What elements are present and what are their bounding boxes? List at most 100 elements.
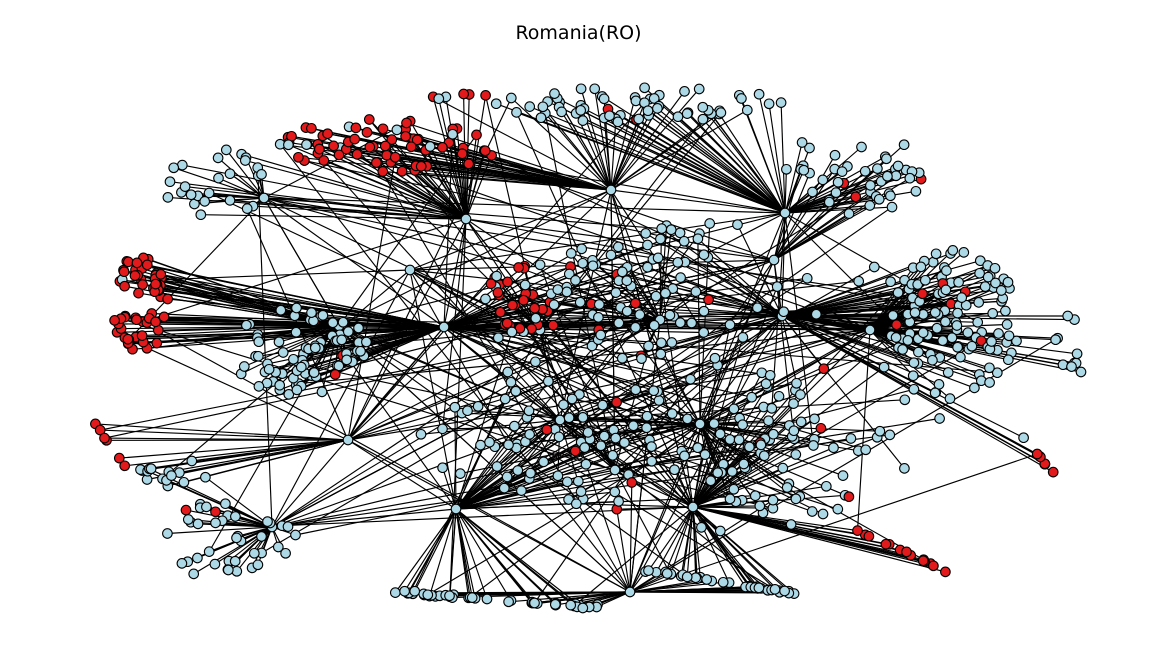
- graph-node: [643, 565, 654, 576]
- graph-node: [781, 482, 793, 493]
- graph-edge: [465, 155, 493, 220]
- graph-node: [597, 399, 609, 411]
- graph-node: [942, 367, 954, 378]
- graph-node: [892, 287, 904, 298]
- graph-edge: [610, 112, 722, 191]
- graph-edge: [455, 508, 535, 604]
- graph-node: [466, 592, 478, 603]
- graph-node-highlighted: [119, 280, 130, 292]
- graph-edge: [443, 128, 454, 328]
- graph-edge: [465, 95, 487, 220]
- graph-node: [817, 174, 829, 186]
- graph-node-highlighted: [479, 145, 491, 157]
- graph-node: [790, 449, 802, 460]
- graph-node-highlighted: [411, 134, 423, 146]
- graph-node: [291, 384, 303, 396]
- graph-node: [598, 430, 610, 442]
- graph-node-highlighted: [396, 165, 408, 177]
- graph-node: [728, 403, 740, 415]
- graph-node-highlighted: [119, 460, 131, 472]
- graph-edge: [255, 325, 340, 357]
- graph-node-highlighted: [94, 424, 106, 436]
- graph-node: [956, 292, 968, 303]
- graph-node: [1071, 348, 1083, 360]
- graph-edge: [692, 505, 760, 508]
- graph-edge: [780, 102, 786, 214]
- graph-edge: [200, 214, 467, 220]
- graph-node: [481, 593, 493, 605]
- graph-node: [577, 115, 589, 126]
- graph-node: [643, 340, 654, 352]
- graph-node: [940, 316, 951, 328]
- graph-edge: [167, 298, 445, 328]
- graph-edge: [629, 586, 758, 593]
- graph-node: [785, 519, 797, 530]
- graph-node: [951, 320, 963, 331]
- graph-node: [984, 362, 995, 374]
- graph-node-highlighted: [630, 297, 641, 309]
- graph-node: [593, 299, 605, 310]
- graph-node-highlighted: [917, 555, 929, 567]
- graph-edge: [781, 315, 798, 384]
- graph-node: [804, 142, 815, 154]
- graph-node: [788, 425, 800, 437]
- graph-edge: [657, 107, 786, 214]
- graph-edge: [677, 116, 786, 214]
- graph-node: [898, 139, 910, 151]
- graph-edge: [119, 439, 349, 459]
- graph-node: [220, 498, 231, 510]
- graph-edge: [736, 224, 783, 317]
- graph-node: [399, 585, 410, 597]
- graph-node: [220, 144, 232, 156]
- graph-node: [666, 408, 678, 419]
- graph-node: [753, 88, 765, 100]
- graph-node: [836, 166, 848, 177]
- graph-node: [778, 306, 790, 318]
- graph-node: [687, 501, 699, 513]
- graph-node-highlighted: [379, 140, 391, 152]
- graph-node: [621, 305, 633, 317]
- graph-node-highlighted: [133, 287, 144, 299]
- graph-node-highlighted: [400, 131, 411, 142]
- graph-node: [262, 516, 273, 527]
- graph-edge: [784, 165, 899, 214]
- graph-node: [182, 514, 194, 525]
- graph-node-highlighted: [940, 566, 951, 578]
- graph-node: [696, 522, 707, 533]
- graph-node: [447, 128, 458, 140]
- graph-edge: [648, 506, 694, 571]
- graph-node: [837, 470, 849, 481]
- graph-node: [277, 347, 289, 358]
- graph-edge: [692, 506, 795, 595]
- graph-edge: [784, 181, 839, 214]
- graph-node: [655, 233, 666, 245]
- graph-node-highlighted: [333, 149, 345, 161]
- graph-node: [1002, 354, 1014, 366]
- graph-node: [715, 107, 727, 118]
- graph-node: [682, 413, 693, 425]
- graph-node-highlighted: [99, 432, 110, 444]
- graph-edge: [443, 248, 582, 328]
- graph-edge: [455, 500, 619, 510]
- graph-node: [641, 410, 653, 422]
- graph-node-highlighted: [113, 452, 125, 464]
- graph-node: [832, 503, 844, 515]
- graph-node: [624, 586, 636, 598]
- graph-node-highlighted: [863, 530, 875, 542]
- graph-node: [577, 602, 589, 614]
- graph-node: [823, 196, 835, 208]
- graph-node: [630, 95, 642, 107]
- graph-node-highlighted: [377, 123, 389, 135]
- graph-node-highlighted: [815, 422, 827, 434]
- graph-node: [760, 378, 772, 390]
- graph-node: [775, 97, 787, 108]
- graph-edge: [692, 506, 776, 590]
- graph-node-highlighted: [626, 477, 638, 488]
- graph-node: [558, 399, 569, 411]
- graph-node: [301, 139, 312, 150]
- graph-edge: [304, 160, 467, 220]
- graph-edge: [408, 508, 457, 594]
- graph-node: [693, 83, 705, 95]
- graph-edge: [455, 313, 817, 510]
- graph-node: [779, 207, 791, 219]
